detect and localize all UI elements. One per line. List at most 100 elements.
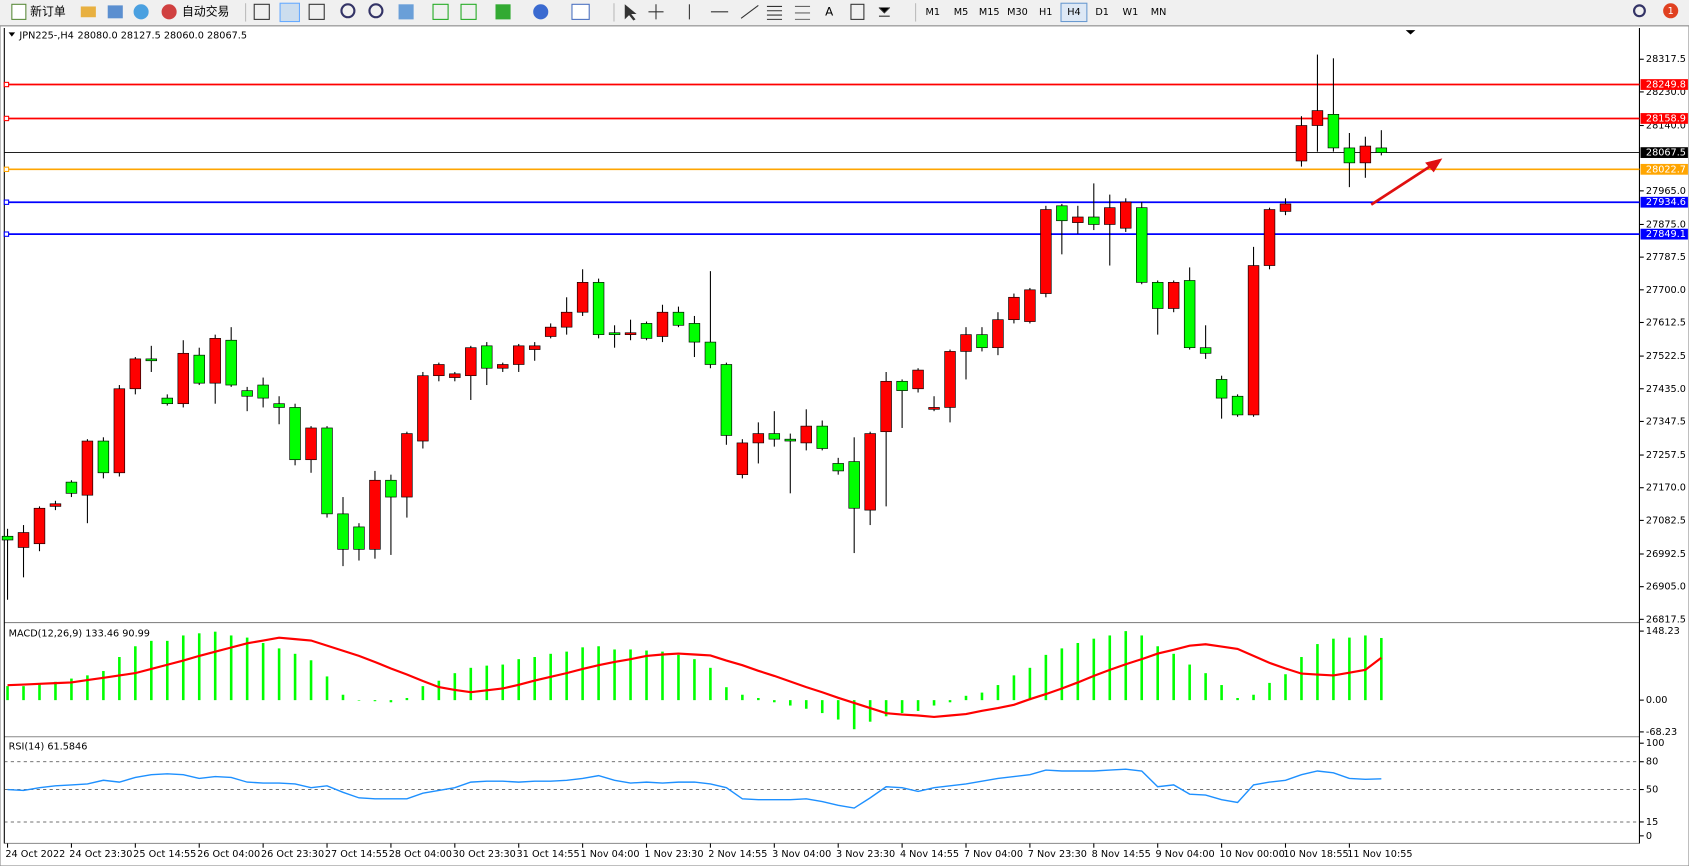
text-tool[interactable]: A: [825, 4, 833, 18]
symbol-menu[interactable]: [8, 32, 16, 37]
candle-body: [449, 373, 461, 378]
new-order-button[interactable]: 新订单: [30, 4, 66, 18]
macd-bar: [405, 697, 409, 701]
new-order-icon[interactable]: [11, 3, 27, 20]
macd-bar: [1124, 631, 1128, 701]
y-tick-label: 26905.0: [1646, 582, 1686, 593]
y-tick-label: -68.23: [1646, 727, 1677, 738]
candle-body: [353, 526, 365, 550]
candle-body: [928, 407, 940, 410]
macd-bar: [309, 660, 313, 701]
candle-body: [1088, 216, 1100, 225]
timeframe-button[interactable]: M1: [926, 7, 941, 18]
macd-bar: [38, 683, 41, 701]
macd-bar: [980, 692, 984, 701]
macd-bar: [533, 657, 536, 701]
candle-body: [1359, 145, 1372, 164]
macd-bar: [1252, 694, 1255, 701]
x-tick-label: 24 Oct 2022: [5, 849, 65, 860]
bar-chart-tool[interactable]: [253, 3, 270, 20]
macd-bar: [581, 647, 584, 701]
icon[interactable]: [107, 5, 123, 19]
templates[interactable]: [571, 3, 590, 20]
x-tick-label: 7 Nov 04:00: [964, 849, 1023, 860]
macd-bar: [741, 694, 744, 701]
x-tick-label: 1 Nov 23:30: [644, 849, 703, 860]
crosshair-tool[interactable]: [648, 4, 664, 20]
macd-bar: [213, 631, 217, 701]
macd-bar: [22, 686, 25, 701]
rsi-line: [7, 768, 1382, 809]
macd-bar: [948, 700, 952, 703]
macd-bar: [693, 659, 696, 701]
icon[interactable]: [133, 4, 149, 20]
icon[interactable]: [80, 6, 96, 18]
x-tick-label: 1 Nov 04:00: [580, 849, 639, 860]
cursor-tool[interactable]: [624, 4, 637, 21]
timeframe-button[interactable]: M5: [954, 7, 969, 18]
timeframe-button[interactable]: W1: [1123, 7, 1139, 18]
channel-tool[interactable]: [766, 5, 783, 20]
macd-bar: [868, 700, 872, 722]
candle-body: [848, 461, 860, 509]
macd-bar: [1204, 673, 1207, 701]
header-ohlc: 28080.0 28127.5 28060.0 28067.5: [78, 31, 247, 42]
arrows-tool[interactable]: [878, 7, 891, 17]
search-button[interactable]: [1632, 4, 1646, 18]
timeframe-button[interactable]: H4: [1067, 7, 1080, 18]
zoom-out[interactable]: [368, 3, 384, 19]
label-tool[interactable]: [850, 3, 865, 20]
y-tick-label: 27612.5: [1646, 317, 1686, 328]
timeframe-button[interactable]: H1: [1039, 7, 1052, 18]
autoscroll[interactable]: [432, 3, 449, 20]
candle-body: [1136, 207, 1148, 283]
y-tick-label: 26992.5: [1646, 549, 1686, 560]
y-tick-label: 27522.5: [1646, 351, 1686, 362]
notification-badge[interactable]: [1663, 3, 1679, 19]
candle-body: [704, 341, 717, 365]
candle-body: [784, 438, 796, 442]
timeframe-button[interactable]: M15: [979, 7, 1000, 18]
candle-body: [960, 334, 972, 352]
candle-tool[interactable]: [279, 2, 300, 23]
trendline-tool[interactable]: [740, 4, 759, 19]
macd-bar: [1380, 637, 1383, 701]
candle-body: [1343, 147, 1356, 164]
candle-body: [497, 364, 509, 369]
plot: 28317.5 28230.0 28140.0 27965.0 27875.0 27787…: [1, 54, 1688, 860]
macd-bar: [261, 642, 265, 701]
timeframe-button[interactable]: M30: [1007, 7, 1028, 18]
macd-bar: [1316, 644, 1319, 701]
chart-shift[interactable]: [460, 3, 477, 20]
timeframe-button[interactable]: D1: [1095, 7, 1109, 18]
candle-body: [385, 479, 397, 498]
x-tick-label: 10 Nov 18:55: [1283, 849, 1348, 860]
macd-bar: [677, 654, 680, 701]
macd-bar: [341, 694, 345, 701]
auto-trading-button[interactable]: 自动交易: [182, 4, 229, 18]
candle-body: [1311, 110, 1324, 126]
x-tick-label: 27 Oct 14:55: [325, 849, 388, 860]
y-tick-label: 27965.0: [1646, 186, 1686, 197]
macd-bar: [1188, 664, 1191, 701]
macd-bar: [661, 651, 664, 701]
macd-bar: [597, 646, 600, 701]
macd-bar: [421, 686, 425, 701]
periods[interactable]: [533, 4, 549, 20]
indicators[interactable]: [495, 4, 511, 20]
macd-bar: [197, 633, 201, 701]
y-tick-label: 27435.0: [1646, 384, 1686, 395]
timeframe-button[interactable]: MN: [1151, 7, 1167, 18]
fibo-tool[interactable]: [794, 5, 811, 20]
macd-bar: [757, 697, 760, 701]
macd-bar: [996, 685, 1000, 701]
auto-trading-icon[interactable]: [161, 4, 177, 20]
price-line-handle: [3, 166, 10, 173]
macd-bar: [1236, 697, 1239, 701]
line-chart-tool[interactable]: [308, 3, 325, 20]
zoom-in[interactable]: [340, 3, 356, 19]
macd-bar: [165, 640, 169, 701]
tile-windows[interactable]: [398, 4, 414, 20]
macd-bar: [613, 649, 616, 701]
